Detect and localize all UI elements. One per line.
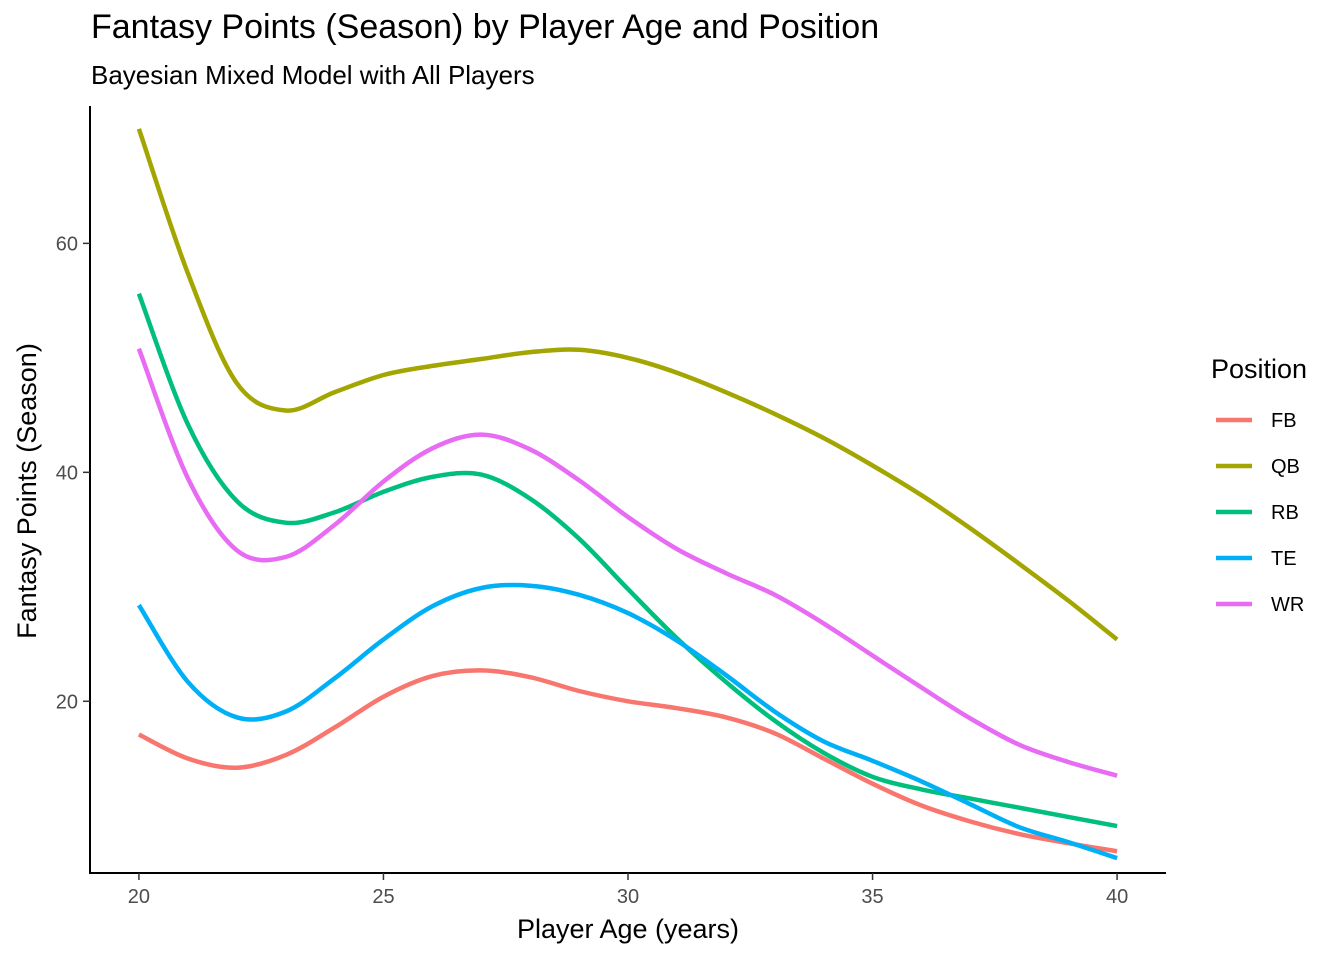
series-line-rb — [136, 292, 1118, 829]
axes-layer — [89, 106, 1166, 874]
x-axis-title: Player Age (years) — [517, 914, 739, 944]
series-line-fb — [137, 668, 1118, 854]
y-axis-title: Fantasy Points (Season) — [12, 343, 42, 639]
series-line-wr — [136, 347, 1118, 778]
legend-items: FB QB RB TE WR — [1216, 410, 1304, 616]
x-tick-label: 25 — [372, 886, 394, 908]
legend-title: Position — [1211, 354, 1307, 384]
series-layer — [136, 128, 1119, 861]
legend-label-rb: RB — [1271, 502, 1299, 524]
legend-label-qb: QB — [1271, 456, 1300, 478]
ticks-layer: 20 25 30 35 40 20 40 60 — [56, 233, 1128, 908]
legend-label-wr: WR — [1271, 594, 1304, 616]
x-tick-label: 20 — [128, 886, 150, 908]
series-line-te — [137, 582, 1118, 861]
x-tick-label: 40 — [1106, 886, 1128, 908]
legend-label-te: TE — [1271, 548, 1297, 570]
x-tick-label: 30 — [617, 886, 639, 908]
legend-label-fb: FB — [1271, 410, 1297, 432]
y-tick-label: 20 — [56, 691, 78, 713]
legend: Position FB QB RB TE WR — [1211, 354, 1307, 616]
chart-title: Fantasy Points (Season) by Player Age an… — [91, 8, 880, 46]
series-line-qb — [136, 128, 1119, 642]
x-tick-label: 35 — [861, 886, 883, 908]
y-tick-label: 40 — [56, 462, 78, 484]
chart-subtitle: Bayesian Mixed Model with All Players — [91, 60, 535, 90]
y-tick-label: 60 — [56, 233, 78, 255]
